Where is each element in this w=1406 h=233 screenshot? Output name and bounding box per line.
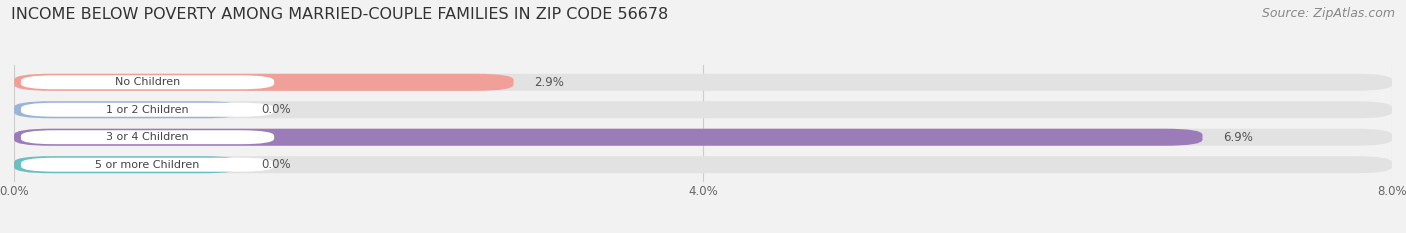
FancyBboxPatch shape [21, 75, 274, 89]
Text: 3 or 4 Children: 3 or 4 Children [107, 132, 188, 142]
Text: 2.9%: 2.9% [534, 76, 564, 89]
FancyBboxPatch shape [14, 156, 240, 173]
Text: Source: ZipAtlas.com: Source: ZipAtlas.com [1261, 7, 1395, 20]
FancyBboxPatch shape [21, 130, 274, 144]
FancyBboxPatch shape [21, 158, 274, 172]
FancyBboxPatch shape [14, 74, 1392, 91]
Text: 1 or 2 Children: 1 or 2 Children [107, 105, 188, 115]
FancyBboxPatch shape [14, 129, 1392, 146]
Text: 5 or more Children: 5 or more Children [96, 160, 200, 170]
Text: INCOME BELOW POVERTY AMONG MARRIED-COUPLE FAMILIES IN ZIP CODE 56678: INCOME BELOW POVERTY AMONG MARRIED-COUPL… [11, 7, 668, 22]
Text: No Children: No Children [115, 77, 180, 87]
FancyBboxPatch shape [14, 101, 1392, 118]
FancyBboxPatch shape [14, 129, 1202, 146]
Text: 6.9%: 6.9% [1223, 131, 1253, 144]
FancyBboxPatch shape [14, 74, 513, 91]
FancyBboxPatch shape [14, 101, 240, 118]
FancyBboxPatch shape [21, 103, 274, 117]
FancyBboxPatch shape [14, 156, 1392, 173]
Text: 0.0%: 0.0% [262, 158, 291, 171]
Text: 0.0%: 0.0% [262, 103, 291, 116]
